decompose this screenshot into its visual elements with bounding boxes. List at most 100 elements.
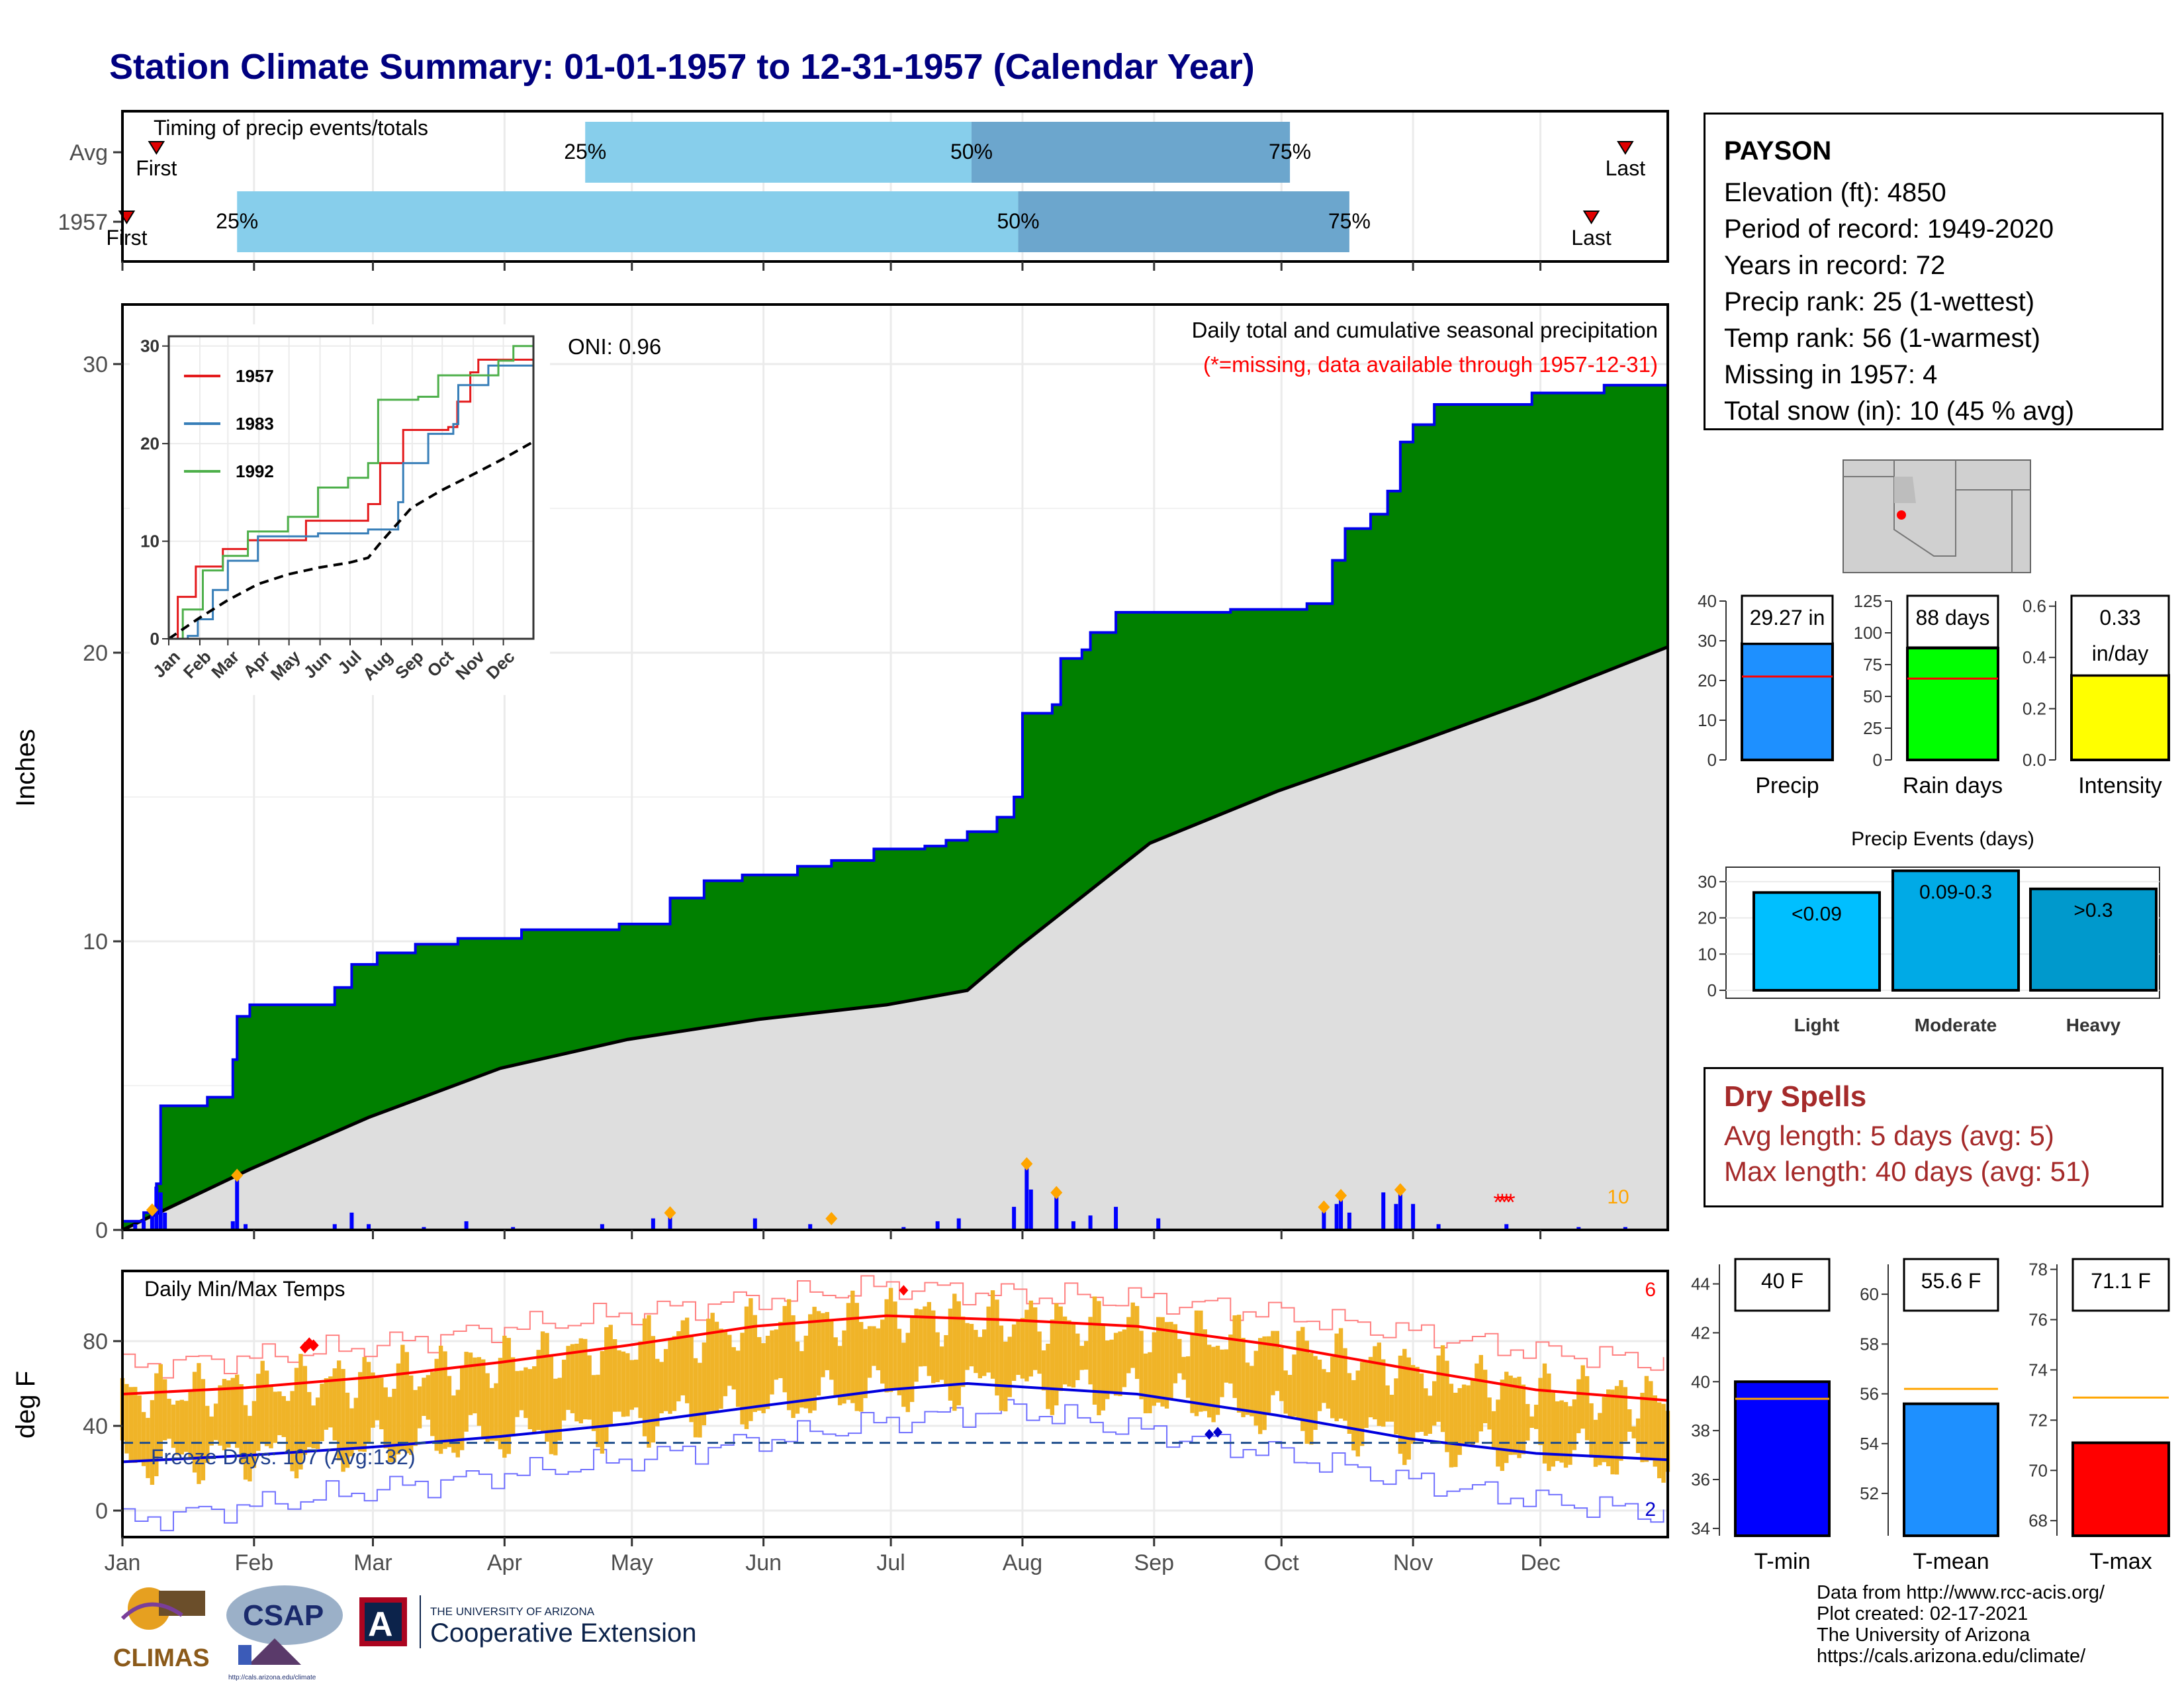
daily-temp-bar <box>1262 1336 1267 1430</box>
daily-temp-bar <box>570 1344 575 1413</box>
daily-temp-bar <box>349 1408 354 1457</box>
csap-logo: CSAP http://cals.arizona.edu/climate <box>226 1585 343 1681</box>
side-value-label: 40 F <box>1761 1269 1803 1293</box>
daily-temp-bar <box>379 1378 384 1430</box>
daily-temp-bar <box>1109 1339 1114 1394</box>
side-y-tick-label: 78 <box>2028 1260 2048 1280</box>
daily-temp-bar <box>1343 1348 1347 1421</box>
daily-temp-bar <box>905 1333 910 1413</box>
daily-temp-bar <box>1347 1373 1352 1434</box>
daily-temp-bar <box>1649 1381 1653 1461</box>
inset-panel: 1957198319920102030JanFebMarAprMayJunJul… <box>130 324 550 695</box>
daily-temp-bar <box>269 1386 273 1448</box>
daily-temp-bar <box>1551 1392 1555 1467</box>
side-y-tick-label: 74 <box>2028 1360 2048 1380</box>
daily-temp-bar <box>1368 1356 1373 1418</box>
side-bar-label: Precip <box>1755 773 1819 798</box>
snow-marker <box>825 1211 838 1225</box>
daily-temp-bar <box>188 1391 193 1458</box>
side-value-box <box>1903 1258 1999 1312</box>
daily-temp-bar <box>264 1370 269 1446</box>
daily-temp-bar <box>629 1360 634 1410</box>
daily-temp-bar <box>1466 1385 1471 1444</box>
daily-temp-bar <box>362 1357 367 1452</box>
daily-temp-bar <box>786 1299 792 1411</box>
daily-temp-bar <box>1016 1319 1021 1375</box>
daily-temp-bar <box>706 1319 711 1414</box>
daily-temp-bar <box>714 1321 719 1413</box>
daily-temp-bar <box>872 1326 876 1366</box>
missing-marker: * <box>1493 1188 1502 1215</box>
daily-temp-bar <box>1406 1357 1411 1460</box>
daily-temp-bar <box>1627 1409 1632 1432</box>
daily-temp-bar <box>1279 1348 1284 1401</box>
daily-temp-bar <box>1631 1426 1636 1438</box>
percent-label: 75% <box>1328 209 1371 233</box>
daily-temp-bar <box>651 1336 656 1443</box>
record-high-marker <box>308 1339 319 1352</box>
daily-temp-bar <box>1177 1338 1182 1374</box>
snow-marker <box>146 1203 158 1217</box>
side-value-label: 0.33 <box>2099 606 2140 630</box>
month-label: Jan <box>105 1550 141 1575</box>
daily-precip-bar <box>935 1221 940 1230</box>
side-y-tick-label: 60 <box>1860 1284 1879 1304</box>
daily-temp-bar <box>430 1372 435 1436</box>
map-border <box>1956 489 2030 573</box>
daily-temp-bar <box>404 1352 409 1454</box>
events-bar <box>1752 891 1881 992</box>
daily-temp-bar <box>1512 1378 1518 1455</box>
daily-temp-bar <box>1308 1352 1314 1445</box>
daily-temp-bar <box>1046 1343 1050 1409</box>
logos: CLIMAS CSAP http://cals.arizona.edu/clim… <box>113 1585 696 1681</box>
daily-precip-bar <box>422 1227 426 1230</box>
daily-temp-bar <box>1529 1416 1534 1429</box>
daily-temp-bar <box>791 1315 796 1419</box>
side-value-box <box>2071 1258 2170 1312</box>
daily-temp-bar <box>1394 1378 1398 1434</box>
daily-temp-bar <box>647 1315 651 1448</box>
timing-frame <box>121 110 1669 263</box>
daily-temp-bar <box>995 1299 999 1396</box>
daily-temp-bar <box>128 1387 134 1463</box>
side-y-tick-label: 42 <box>1691 1323 1710 1342</box>
record-low-count: 2 <box>1645 1499 1656 1521</box>
daily-temp-bar <box>1304 1340 1309 1444</box>
timing-row-label: Avg <box>69 140 108 165</box>
daily-temp-bar <box>1440 1345 1445 1432</box>
timing-panel: Avg 25% 50% 75% First Last 1957 25% 50% 75% First L… <box>58 110 1669 271</box>
daily-temp-bar <box>795 1341 800 1414</box>
month-label: Aug <box>1003 1550 1043 1575</box>
snow-total-label: 10 <box>1607 1186 1629 1208</box>
snow-marker <box>664 1206 676 1220</box>
record-high-marker <box>899 1285 909 1296</box>
daily-temp-bar <box>1351 1380 1356 1451</box>
daily-temp-bar <box>434 1358 439 1451</box>
y-tick-label: 0 <box>95 1218 108 1243</box>
daily-temp-bar <box>248 1415 252 1481</box>
daily-temp-bar <box>1092 1296 1097 1405</box>
daily-temp-bar <box>583 1338 588 1420</box>
daily-temp-bar <box>710 1313 715 1411</box>
inset-plot-bg <box>169 336 533 639</box>
side-y-tick-label: 40 <box>1691 1372 1710 1391</box>
side-bar-label: T-mean <box>1913 1549 1989 1574</box>
daily-precip-bar <box>752 1218 757 1230</box>
daily-temp-bar <box>1224 1349 1229 1383</box>
daily-temp-bar <box>1206 1344 1212 1418</box>
daily-temp-bar <box>1602 1397 1606 1462</box>
side-y-tick-label: 100 <box>1854 623 1882 643</box>
daily-precip-bar <box>244 1224 248 1230</box>
daily-temp-bar <box>1250 1366 1254 1417</box>
record-min-line <box>122 1399 1664 1532</box>
daily-temp-bar <box>939 1346 944 1380</box>
daily-temp-bar <box>829 1319 834 1380</box>
precip-panel: **** 10 Daily total and cumulative seasona… <box>11 303 1669 1243</box>
record-high-count: 6 <box>1645 1279 1656 1301</box>
daily-temp-bar <box>1101 1323 1106 1411</box>
daily-temp-bar <box>222 1379 227 1451</box>
daily-precip-bar <box>1071 1221 1075 1230</box>
daily-temp-bar <box>387 1397 392 1462</box>
daily-temp-bar <box>1610 1389 1615 1475</box>
